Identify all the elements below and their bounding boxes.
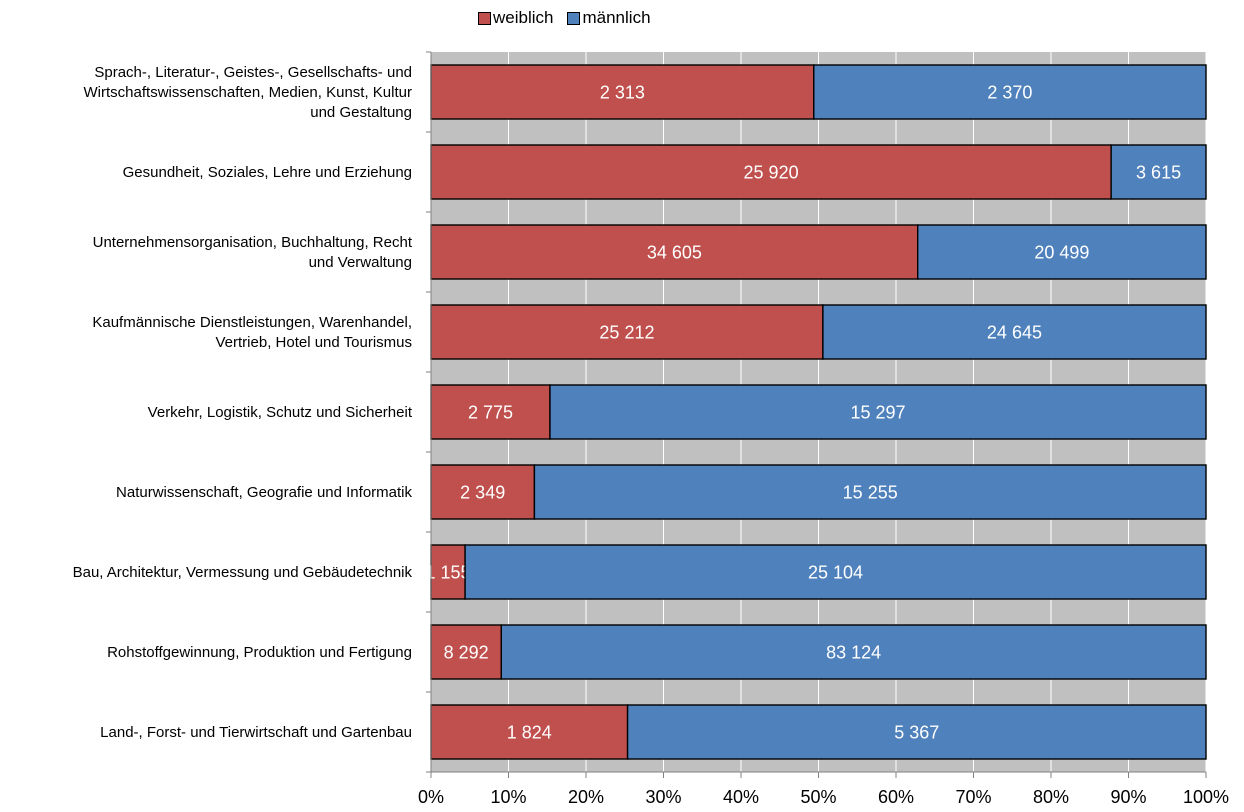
data-label-maennlich: 15 297 <box>850 403 905 423</box>
legend-label-maennlich: männlich <box>582 8 651 27</box>
bar-weiblich <box>430 144 1112 200</box>
legend-swatch-weiblich <box>478 11 491 25</box>
data-label-maennlich: 15 255 <box>843 483 898 503</box>
data-label-maennlich: 83 124 <box>826 643 881 663</box>
bar-weiblich <box>430 64 815 120</box>
x-tick-label: 20% <box>568 787 604 807</box>
category-label: Verkehr, Logistik, Schutz und Sicherheit <box>148 404 413 421</box>
bar-weiblich <box>430 544 466 600</box>
data-label-weiblich: 34 605 <box>647 243 702 263</box>
bar-maennlich <box>822 304 1207 360</box>
x-tick-label: 10% <box>490 787 526 807</box>
bar-maennlich <box>813 64 1207 120</box>
category-label: Bau, Architektur, Vermessung und Gebäude… <box>73 564 413 581</box>
x-tick-label: 70% <box>955 787 991 807</box>
data-label-weiblich: 1 824 <box>507 723 552 743</box>
data-label-maennlich: 25 104 <box>808 563 863 583</box>
data-label-weiblich: 8 292 <box>444 643 489 663</box>
bar-weiblich <box>430 304 824 360</box>
bar-maennlich <box>626 704 1207 760</box>
category-label: Kaufmännische Dienstleistungen, Warenhan… <box>92 314 412 351</box>
data-label-weiblich: 25 212 <box>599 323 654 343</box>
bar-maennlich <box>916 224 1207 280</box>
legend-item-maennlich: männlich <box>567 8 651 28</box>
data-label-maennlich: 2 370 <box>987 83 1032 103</box>
data-label-maennlich: 3 615 <box>1136 163 1181 183</box>
category-label: Unternehmensorganisation, Buchhaltung, R… <box>93 234 413 271</box>
x-tick-label: 90% <box>1110 787 1146 807</box>
category-label: Land-, Forst- und Tierwirtschaft und Gar… <box>100 724 412 741</box>
bar-maennlich <box>464 544 1207 600</box>
bar-weiblich <box>430 704 629 760</box>
chart-legend: weiblich männlich <box>478 8 651 28</box>
data-label-weiblich: 1 155 <box>426 563 471 583</box>
bar-weiblich <box>430 384 551 440</box>
category-label: Sprach-, Literatur-, Geistes-, Gesellsch… <box>84 64 412 121</box>
data-label-weiblich: 2 349 <box>460 483 505 503</box>
category-label: Rohstoffgewinnung, Produktion und Fertig… <box>107 644 412 661</box>
data-label-maennlich: 24 645 <box>987 323 1042 343</box>
x-tick-label: 50% <box>800 787 836 807</box>
category-label: Gesundheit, Soziales, Lehre und Erziehun… <box>123 164 412 181</box>
bar-maennlich <box>549 384 1207 440</box>
x-tick-label: 80% <box>1033 787 1069 807</box>
bar-maennlich <box>1110 144 1207 200</box>
x-tick-label: 100% <box>1183 787 1229 807</box>
legend-item-weiblich: weiblich <box>478 8 553 28</box>
x-tick-label: 0% <box>418 787 444 807</box>
category-label: Naturwissenschaft, Geografie und Informa… <box>116 484 412 501</box>
legend-swatch-maennlich <box>567 11 581 25</box>
x-tick-label: 30% <box>645 787 681 807</box>
legend-label-weiblich: weiblich <box>493 8 554 27</box>
x-tick-label: 60% <box>878 787 914 807</box>
x-tick-label: 40% <box>723 787 759 807</box>
data-label-maennlich: 5 367 <box>894 723 939 743</box>
data-label-weiblich: 2 775 <box>468 403 513 423</box>
data-label-maennlich: 20 499 <box>1034 243 1089 263</box>
bar-weiblich <box>430 224 919 280</box>
data-label-weiblich: 2 313 <box>600 83 645 103</box>
bar-maennlich <box>533 464 1207 520</box>
bar-maennlich <box>500 624 1207 680</box>
data-label-weiblich: 25 920 <box>744 163 799 183</box>
